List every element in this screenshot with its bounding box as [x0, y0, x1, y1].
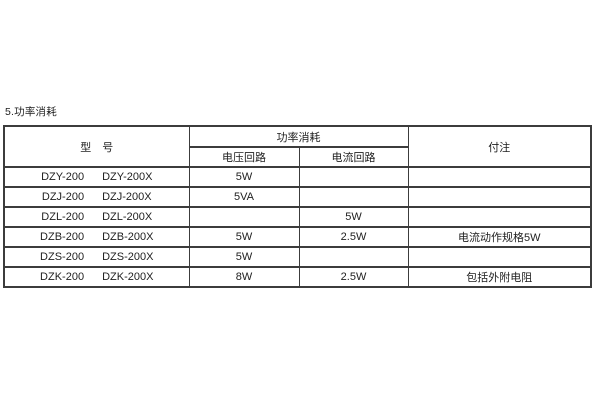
model-name: DZY-200	[41, 171, 85, 183]
model-name: DZJ-200	[41, 191, 85, 203]
model-name: DZL-200	[41, 211, 85, 223]
table-row: DZK-200 DZK-200X 8W 2.5W 包括外附电阻	[3, 266, 592, 288]
header-row-top: 型 号 功率消耗 付注	[3, 125, 592, 168]
current-cell	[298, 246, 409, 268]
note-cell: 电流动作规格5W	[407, 226, 592, 248]
section-title: 5.功率消耗	[5, 106, 57, 118]
header-model: 型 号	[3, 125, 190, 168]
power-consumption-table: 型 号 功率消耗 付注 电压回路 电流回路 DZY-200 DZY-200X 5W…	[3, 125, 592, 288]
model-name: DZK-200	[40, 271, 85, 283]
table-row: DZL-200 DZL-200X 5W	[3, 206, 592, 228]
note-cell: 包括外附电阻	[407, 266, 592, 288]
model-cell: DZL-200 DZL-200X	[3, 206, 190, 228]
table-row: DZB-200 DZB-200X 5W 2.5W 电流动作规格5W	[3, 226, 592, 248]
current-cell: 5W	[298, 206, 409, 228]
table-row: DZY-200 DZY-200X 5W	[3, 166, 592, 188]
voltage-cell: 5W	[188, 226, 300, 248]
model-cell: DZY-200 DZY-200X	[3, 166, 190, 188]
model-name: DZS-200	[40, 251, 85, 263]
note-cell	[407, 166, 592, 188]
note-cell	[407, 186, 592, 208]
model-name: DZY-200X	[102, 171, 153, 183]
voltage-cell: 5VA	[188, 186, 300, 208]
table-row: DZS-200 DZS-200X 5W	[3, 246, 592, 268]
voltage-cell	[188, 206, 300, 228]
current-cell	[298, 166, 409, 188]
table-row: DZJ-200 DZJ-200X 5VA	[3, 186, 592, 208]
voltage-cell: 8W	[188, 266, 300, 288]
voltage-cell: 5W	[188, 246, 300, 268]
model-name: DZS-200X	[102, 251, 154, 263]
note-cell	[407, 246, 592, 268]
model-name: DZJ-200X	[102, 191, 152, 203]
current-cell: 2.5W	[298, 266, 409, 288]
model-cell: DZJ-200 DZJ-200X	[3, 186, 190, 208]
model-cell: DZS-200 DZS-200X	[3, 246, 190, 268]
header-notes: 付注	[407, 125, 592, 168]
header-row-sub: 电压回路 电流回路	[4, 146, 591, 168]
header-voltage-circuit: 电压回路	[188, 146, 300, 168]
model-name: DZB-200	[40, 231, 85, 243]
current-cell: 2.5W	[298, 226, 409, 248]
header-power-group: 功率消耗	[188, 125, 409, 148]
note-cell	[407, 206, 592, 228]
header-current-circuit: 电流回路	[298, 146, 409, 168]
voltage-cell: 5W	[188, 166, 300, 188]
model-cell: DZB-200 DZB-200X	[3, 226, 190, 248]
model-cell: DZK-200 DZK-200X	[3, 266, 190, 288]
model-name: DZB-200X	[102, 231, 154, 243]
model-name: DZL-200X	[102, 211, 153, 223]
model-name: DZK-200X	[102, 271, 154, 283]
current-cell	[298, 186, 409, 208]
